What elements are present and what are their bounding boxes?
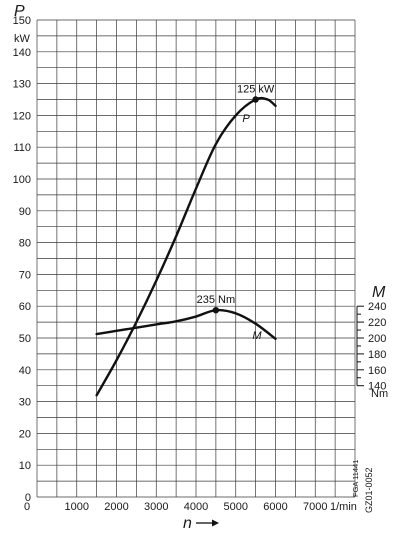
y-left-tick-label: 110 (13, 142, 31, 154)
x-tick-label: 2000 (104, 501, 128, 513)
y-right-tick-label: 200 (368, 333, 386, 345)
y-left-tick-label: 80 (19, 238, 31, 250)
series-label-p: P (242, 113, 250, 125)
y-right-symbol: M (372, 284, 386, 301)
y-left-tick-label: 150 (13, 15, 31, 27)
y-right-tick-label: 160 (368, 365, 386, 377)
x-axis-symbol: n (183, 515, 192, 532)
series-line-m (95, 308, 277, 340)
x-tick-label: 7000 (303, 501, 327, 513)
y-left-tick-label: 30 (19, 397, 31, 409)
x-axis-arrow (196, 519, 219, 527)
y-right-tick-label: 140 (368, 381, 386, 393)
x-tick-label: 5000 (224, 501, 248, 513)
x-tick-label: 4000 (184, 501, 208, 513)
y-left-tick-label: 50 (19, 333, 31, 345)
x-axis-ticks: 0 1000 2000 3000 4000 5000 6000 7000 (24, 501, 328, 513)
y-left-symbol: P (14, 3, 25, 20)
y-left-tick-label: 10 (19, 460, 31, 472)
peak-label: 235 Nm (197, 294, 236, 306)
peak-marker (212, 306, 220, 314)
x-axis-unit: 1/min (330, 501, 357, 513)
x-tick-label: 0 (24, 501, 30, 513)
y-left-tick-label: 140 (13, 47, 31, 59)
x-tick-label: 3000 (144, 501, 168, 513)
y-left-tick-label: 60 (19, 301, 31, 313)
series-line-p (95, 96, 277, 397)
x-tick-label: 6000 (263, 501, 287, 513)
y-left-tick-label: 70 (19, 269, 31, 281)
x-tick-label: 1000 (65, 501, 89, 513)
y-left-tick-label: 130 (13, 79, 31, 91)
y-left-tick-label: 90 (19, 206, 31, 218)
right-axis-ticks: 140 160 180 200 220 240 (356, 301, 386, 393)
grid (36, 19, 356, 498)
side-label-gz: GZ01-0052 (364, 467, 374, 513)
annotations: 125 kW 235 Nm (197, 84, 275, 314)
series-label-m: M (252, 330, 262, 342)
y-left-tick-label: 40 (19, 365, 31, 377)
side-label-fga: FGA 11441 (351, 460, 360, 497)
y-left-unit: kW (14, 33, 31, 45)
peak-label: 125 kW (237, 84, 275, 96)
y-left-tick-label: 120 (13, 110, 31, 122)
peak-marker (252, 96, 259, 103)
y-right-tick-label: 220 (368, 317, 386, 329)
y-left-tick-label: 20 (19, 428, 31, 440)
y-left-tick-label: 100 (13, 174, 31, 186)
left-axis-ticks: 0 10 20 30 40 50 60 70 80 90 100 110 120 130 140 150 (13, 15, 31, 504)
y-right-unit: Nm (371, 388, 388, 400)
series-layer: PM (95, 96, 277, 397)
y-right-tick-label: 240 (368, 301, 386, 313)
y-left-tick-label: 0 (25, 492, 31, 504)
y-right-tick-label: 180 (368, 349, 386, 361)
